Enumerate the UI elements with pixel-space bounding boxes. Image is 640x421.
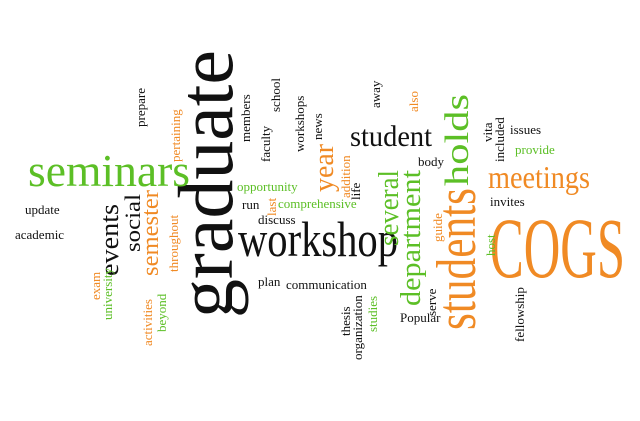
word: invites [490,194,525,209]
word: guide [430,213,445,242]
word: beyond [154,293,169,332]
word: plan [258,274,281,289]
word: discuss [258,212,296,227]
word: school [268,78,283,112]
word: last [264,198,279,216]
word: workshops [292,96,307,152]
word: academic [15,227,64,242]
word: graduate [162,50,249,318]
word: Popular [400,310,441,325]
word: several [374,170,405,246]
word: fellowship [512,287,527,342]
word: addition [338,155,353,198]
word: host [483,234,498,256]
word: activities [140,299,155,346]
word: life [348,182,363,200]
word: run [242,197,260,212]
word: also [406,91,421,112]
word: throughout [166,215,181,272]
word: faculty [258,125,273,162]
word: university [100,268,115,320]
word: organization [350,295,365,360]
word: semester [138,190,164,276]
word: away [368,80,383,108]
word: COGS [490,200,625,296]
word: pertaining [168,109,183,162]
word: serve [424,288,439,316]
word: studies [365,296,380,332]
word: thesis [338,306,353,336]
word: provide [515,142,555,157]
word: comprehensive [278,196,357,211]
word: workshop [238,211,398,267]
word: department [396,170,427,306]
word: seminars [28,145,190,196]
word: included [492,117,507,162]
word: events [95,204,124,276]
word: opportunity [237,179,298,194]
word: issues [510,122,541,137]
word: update [25,202,60,217]
word: student [350,120,433,153]
word: members [238,94,253,142]
word: social [120,194,145,252]
word: exam [88,272,103,300]
word: meetings [488,159,590,195]
word: body [418,154,445,169]
word: news [310,113,325,140]
word: prepare [133,88,148,127]
word: holds [439,94,476,186]
word: communication [286,277,367,292]
word: students [426,188,488,330]
word: year [309,143,340,192]
word: vita [480,122,495,142]
